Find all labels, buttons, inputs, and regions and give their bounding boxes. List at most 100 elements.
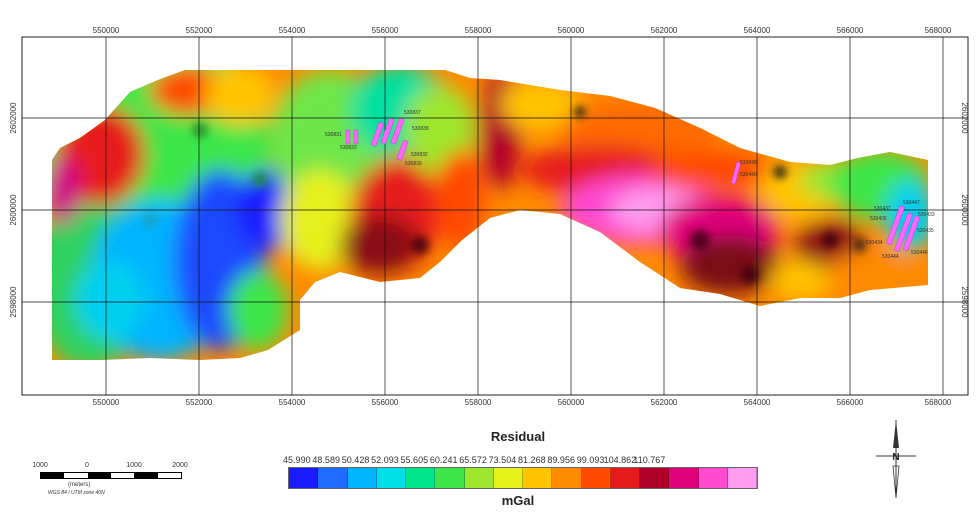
site-label: 530839 [405,161,422,167]
scale-bar: 1000 0 1000 2000 (meters) WGS 84 / UTM z… [30,462,200,502]
top-tick: 550000 [93,26,120,35]
legend-value: 110.767 [633,455,666,465]
bottom-tick: 562000 [651,398,678,407]
legend-value-labels: 45.990 48.589 50.428 52.093 55.605 60.241 65.5… [283,455,758,467]
legend-swatch [406,468,436,488]
scale-segments [40,472,182,479]
legend-value: 50.428 [341,455,370,465]
legend-swatch [640,468,670,488]
legend-value: 52.093 [371,455,399,465]
legend-swatch [669,468,699,488]
site-marker [396,139,409,161]
right-tick: 2600000 [960,194,969,226]
legend-swatch [610,468,640,488]
legend-value: 73.504 [488,455,517,465]
scale-unit: (meters) [68,482,91,488]
bottom-tick: 568000 [925,398,952,407]
legend-value: 89.956 [547,455,575,465]
site-label: 530848 [740,160,757,166]
left-tick: 2598000 [9,286,18,318]
site-marker [894,212,913,253]
site-marker [902,215,921,252]
legend-swatch [523,468,553,488]
legend-swatch [698,468,728,488]
left-tick-labels: 2602000 2600000 2598000 [9,102,18,318]
site-marker [345,129,351,145]
legend-swatch [435,468,465,488]
bottom-tick: 554000 [279,398,306,407]
bottom-tick: 560000 [558,398,585,407]
legend-value: 104.862 [603,455,637,465]
scale-label: 2000 [172,462,188,469]
scale-label: 0 [85,462,89,469]
legend-value: 99.093 [576,455,605,465]
legend-swatch [581,468,611,488]
legend-unit: mGal [501,493,535,508]
north-letter: N [892,452,899,463]
legend-value: 55.605 [400,455,429,465]
legend-swatch [493,468,523,488]
site-marker [730,161,742,185]
site-marker [370,121,385,147]
top-tick: 552000 [186,26,213,35]
legend-value: 65.572 [459,455,487,465]
site-label: 530837 [404,110,421,116]
legend-swatch [289,468,319,488]
bottom-tick-labels: 550000 552000 554000 556000 558000 56000… [93,398,952,407]
right-tick: 2602000 [960,102,969,134]
top-tick: 554000 [279,26,306,35]
bottom-tick: 558000 [465,398,492,407]
site-label: 530833 [340,145,357,151]
scale-label: 1000 [126,462,142,469]
site-label: 530831 [325,132,342,138]
site-label: 530434 [866,240,883,246]
legend-value: 48.589 [312,455,340,465]
top-tick-labels: 550000 552000 554000 556000 558000 56000… [93,26,952,35]
top-tick: 562000 [651,26,678,35]
bottom-tick: 564000 [744,398,771,407]
bottom-tick: 550000 [93,398,120,407]
legend-swatch [464,468,494,488]
site-marker [886,205,905,246]
site-label: 530436 [870,216,887,222]
top-tick: 566000 [837,26,864,35]
bottom-tick: 566000 [837,398,864,407]
top-tick: 556000 [372,26,399,35]
legend-swatch [376,468,406,488]
site-label: 530444 [882,254,899,260]
site-label: 530832 [411,152,428,158]
scale-projection: WGS 84 / UTM zone 40N [48,490,105,496]
site-label: 530440 [740,172,757,178]
site-labels: 530837 530838 530831 530833 530832 53083… [325,110,935,260]
legend-title: Residual [490,429,546,444]
site-marker [353,129,359,145]
site-label: 530435 [917,228,934,234]
top-tick: 560000 [558,26,585,35]
site-label: 530446 [911,250,928,256]
top-tick: 558000 [465,26,492,35]
scale-label: 1000 [32,462,48,469]
site-markers [345,117,921,253]
legend-swatch [318,468,348,488]
site-label: 530437 [874,206,891,212]
north-arrow-icon: N [876,420,916,499]
legend-value: 81.268 [518,455,546,465]
right-tick: 2598000 [960,286,969,318]
site-marker [390,117,405,145]
legend-color-bar [288,467,758,489]
site-label: 530433 [918,212,935,218]
left-tick: 2602000 [9,102,18,134]
legend-swatch [552,468,582,488]
site-label: 530447 [903,200,920,206]
bottom-tick: 556000 [372,398,399,407]
legend-swatch [727,468,757,488]
left-tick: 2600000 [9,194,18,226]
legend-value: 45.990 [283,455,311,465]
site-marker [380,117,395,145]
legend-value: 60.241 [429,455,458,465]
bottom-tick: 552000 [186,398,213,407]
top-tick: 564000 [744,26,771,35]
site-label: 530838 [412,126,429,132]
top-tick: 568000 [925,26,952,35]
